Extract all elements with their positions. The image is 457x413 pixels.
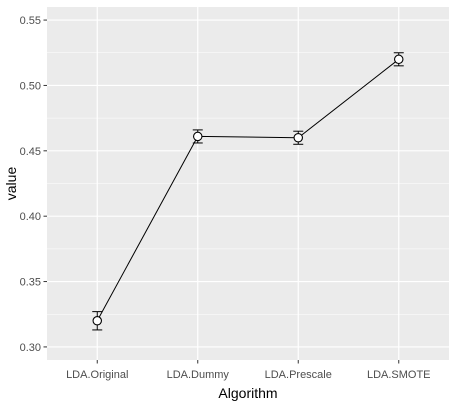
y-tick-label: 0.30: [20, 342, 41, 354]
y-axis-title: value: [3, 167, 19, 201]
y-tick-label: 0.35: [20, 277, 41, 289]
major-gridlines: [47, 7, 449, 360]
y-tick-label: 0.50: [20, 80, 41, 92]
x-axis-title: Algorithm: [218, 385, 277, 401]
data-point: [293, 132, 303, 143]
data-point: [393, 54, 404, 65]
minor-gridlines: [47, 52, 449, 315]
y-tick-label: 0.45: [20, 146, 41, 158]
y-tick-label: 0.55: [20, 15, 41, 27]
data-point: [193, 131, 203, 142]
y-axis: 0.30 0.35 0.40 0.45 0.50 0.55: [20, 15, 47, 354]
series-line: [96, 58, 400, 322]
y-tick-label: 0.40: [20, 211, 41, 223]
x-tick-label: LDA.SMOTE: [367, 369, 431, 381]
x-tick-label: LDA.Prescale: [265, 369, 332, 381]
series-group: [92, 52, 404, 331]
x-axis: LDA.Original LDA.Dummy LDA.Prescale LDA.SMO…: [66, 360, 431, 381]
x-tick-label: LDA.Dummy: [167, 369, 230, 381]
x-tick-label: LDA.Original: [66, 369, 128, 381]
data-point: [92, 316, 103, 326]
